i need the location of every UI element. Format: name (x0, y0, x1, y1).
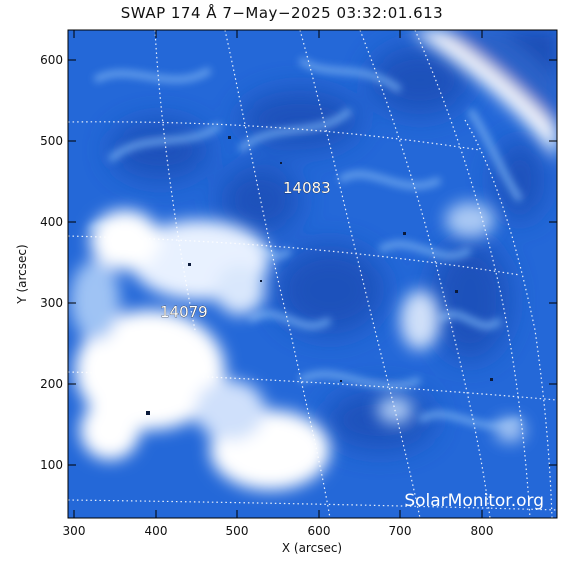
image-title: SWAP 174 Å 7−May−2025 03:32:01.613 (120, 4, 444, 22)
x-axis-label: X (arcsec) (282, 541, 342, 555)
noise-specks (146, 136, 493, 415)
y-tick-label: 600 (40, 53, 63, 67)
x-tick-label: 400 (145, 524, 168, 538)
y-tick-label: 200 (40, 377, 63, 391)
region-label-14083: 14083 (283, 179, 331, 197)
x-ticks (73, 30, 483, 518)
watermark: SolarMonitor.org (404, 491, 544, 511)
x-tick-label: 700 (389, 524, 412, 538)
x-tick-label: 300 (63, 524, 86, 538)
x-tick-label: 800 (471, 524, 494, 538)
sun-image (68, 30, 557, 518)
x-tick-label: 500 (226, 524, 249, 538)
solar-limb (410, 30, 557, 160)
y-tick-label: 300 (40, 296, 63, 310)
y-tick-label: 500 (40, 134, 63, 148)
y-tick-label: 400 (40, 215, 63, 229)
y-ticks (68, 59, 557, 466)
heliographic-grid (68, 30, 557, 518)
y-axis-label: Y (arcsec) (15, 244, 29, 304)
x-tick-label: 600 (308, 524, 331, 538)
y-tick-label: 100 (40, 458, 63, 472)
plot-frame (67, 29, 558, 519)
region-label-14079: 14079 (160, 303, 208, 321)
bright-region-14079 (70, 210, 330, 490)
